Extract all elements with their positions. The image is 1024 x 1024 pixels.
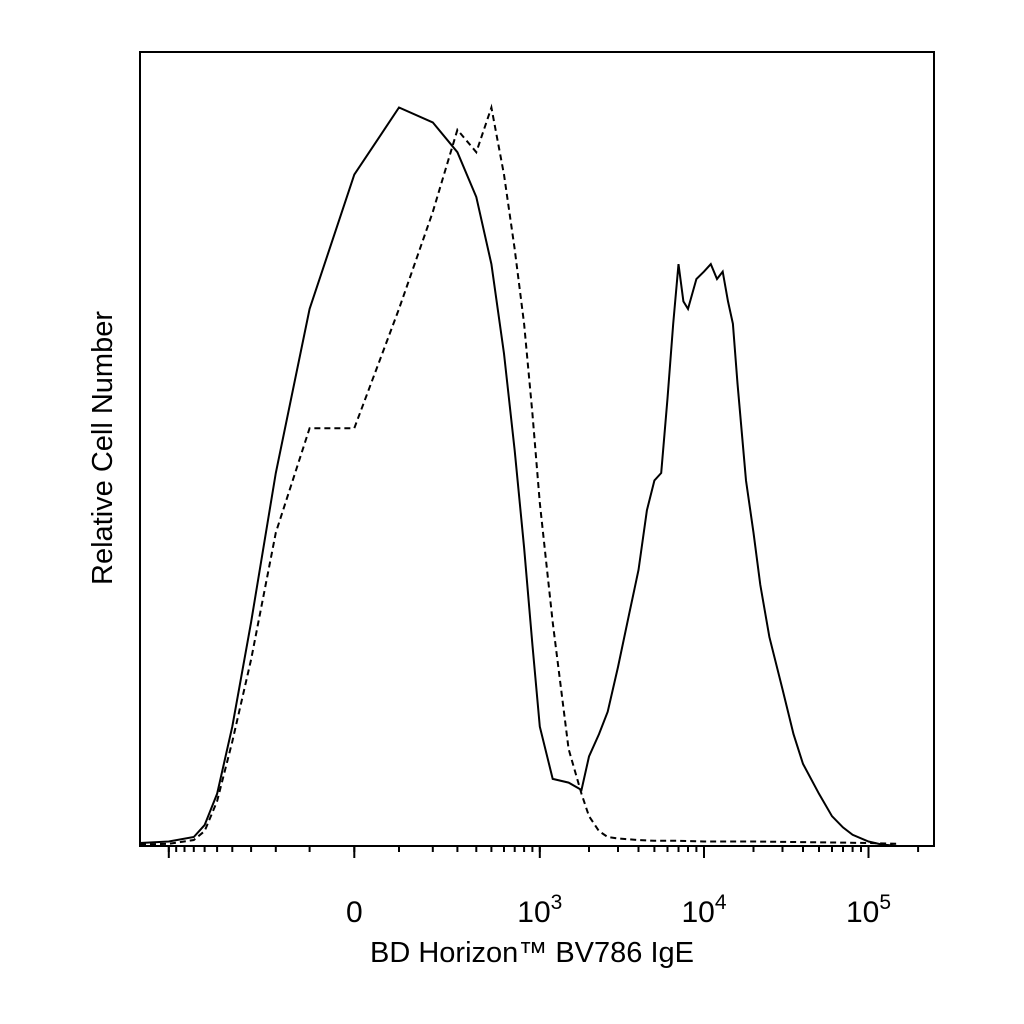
x-tick-label: 0: [346, 896, 363, 929]
series-layer: [139, 103, 898, 847]
series-line-solid: [139, 106, 898, 847]
x-axis-title: BD Horizon™ BV786 IgE: [370, 937, 694, 969]
y-axis-title: Relative Cell Number: [87, 311, 119, 585]
x-axis-tick-labels: 0 103 104 105: [346, 891, 891, 929]
plot-frame: [139, 51, 935, 847]
x-tick-label: 104: [681, 891, 726, 929]
x-tick-label: 105: [846, 891, 891, 929]
x-axis-ticks: [167, 846, 920, 858]
series-line-dashed: [139, 103, 898, 846]
x-tick-label: 103: [517, 891, 562, 929]
